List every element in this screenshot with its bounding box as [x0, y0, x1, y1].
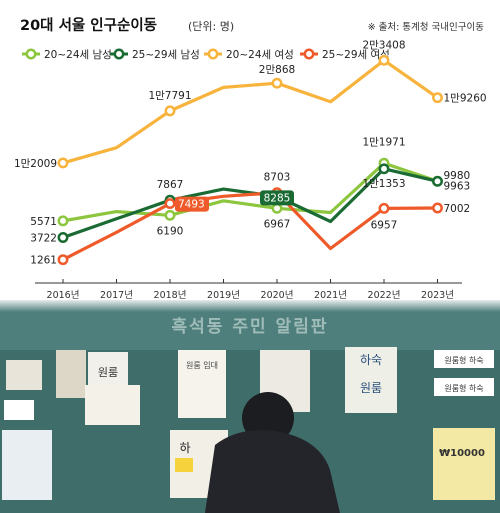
poster-2-text: 원룸 임대: [186, 361, 218, 370]
data-label-0-4: 6967: [264, 218, 291, 230]
legend-label-0: 20~24세 남성: [44, 49, 112, 61]
point-2-4: [271, 77, 283, 89]
data-labels: 5571 6190 6967 1만1971 9980 3722 7867 8285 1만1353…: [14, 39, 487, 266]
point-3-0: [57, 254, 69, 266]
x-tick-label-7: 2023년: [421, 290, 454, 301]
data-label-0-0: 5571: [30, 216, 57, 228]
poster-7-text: 하: [179, 441, 190, 455]
data-label-2-6: 2만3408: [362, 39, 405, 51]
label-box-3-2: [175, 196, 209, 212]
point-3-2: [164, 198, 176, 210]
data-label-2-7: 1만9260: [444, 93, 487, 105]
point-2-2: [164, 105, 176, 117]
photo-background: 흑석동 주민 알림판 원룸 원룸 임대 하숙 원룸 원룸형 하숙: [0, 298, 500, 513]
label-box-1-4: [260, 190, 294, 206]
data-label-3-7: 7002: [444, 203, 471, 215]
data-label-2-2: 1만7791: [148, 90, 191, 102]
point-0-2: [164, 209, 176, 221]
legend-marker-2: [207, 48, 219, 60]
x-tick-label-3: 2019년: [207, 290, 240, 301]
chart-source: ※ 출처: 통계청 국내인구이동: [368, 21, 485, 33]
poster-2: 원룸 임대: [85, 350, 310, 425]
data-label-1-0: 3722: [30, 233, 57, 245]
point-1-6: [378, 163, 390, 175]
data-label-3-6: 6957: [371, 219, 398, 231]
data-label-1-2: 7867: [157, 179, 184, 191]
series-line-0: [62, 161, 439, 223]
point-1-7: [432, 175, 443, 187]
data-label-0-2: 6190: [157, 225, 184, 237]
legend-marker-3: [303, 48, 315, 60]
poster-3: 하숙 원룸 원룸형 하숙 원룸형 하숙: [345, 347, 494, 413]
x-tick-label-2: 2018년: [154, 290, 187, 301]
series-group: [57, 54, 443, 266]
series-line-2: [62, 58, 439, 165]
x-axis-ticks: 2016년 2017년 2018년 2019년 2020년 2021년 2022년 2023년: [47, 279, 454, 301]
point-2-7: [432, 92, 443, 104]
poster-4-text: 원룸: [360, 381, 382, 395]
series-line-3: [62, 191, 438, 262]
point-1-0: [57, 232, 69, 243]
poster-8-text: ₩10000: [439, 448, 485, 459]
data-label-0-6: 1만1971: [362, 136, 405, 148]
point-3-7: [432, 202, 443, 214]
data-label-1-4: 8285: [264, 192, 291, 204]
series-line-1: [62, 167, 438, 240]
poster-1-text: 원룸: [98, 366, 118, 379]
data-label-3-4: 8703: [264, 172, 291, 184]
point-3-6: [378, 202, 390, 214]
poster-5-text: 원룸형 하숙: [444, 355, 483, 365]
person-silhouette: [205, 392, 340, 513]
x-tick-label-4: 2020년: [261, 290, 294, 301]
x-tick-label-5: 2021년: [314, 290, 347, 301]
data-label-1-6: 1만1353: [362, 178, 405, 190]
chart-title: 20대 서울 인구순이동: [20, 16, 157, 34]
data-label-2-4: 2만868: [259, 64, 295, 76]
legend: 20~24세 남성 25~29세 남성 20~24세 여성 25~29세 여성: [22, 48, 390, 61]
data-label-2-0: 1만2009: [14, 158, 57, 170]
point-0-0: [57, 215, 69, 227]
chart-unit: (단위: 명): [188, 20, 234, 33]
x-tick-label-6: 2022년: [368, 290, 401, 301]
poster-1: 원룸: [6, 350, 128, 412]
data-label-3-2: 7493: [178, 199, 205, 211]
point-2-0: [57, 157, 69, 169]
legend-marker-0: [25, 48, 37, 60]
x-tick-label-0: 2016년: [47, 290, 80, 301]
poster-6-text: 원룸형 하숙: [444, 383, 483, 393]
point-2-6: [378, 54, 390, 66]
legend-label-3: 25~29세 여성: [322, 49, 390, 61]
data-label-1-7: 9963: [444, 180, 471, 192]
legend-marker-1: [113, 48, 125, 60]
legend-label-2: 20~24세 여성: [226, 49, 294, 61]
data-label-3-0: 1261: [30, 255, 57, 267]
x-tick-label-1: 2017년: [100, 290, 133, 301]
legend-label-1: 25~29세 남성: [132, 49, 200, 61]
data-label-0-7: 9980: [444, 170, 471, 182]
poster-3-text: 하숙: [360, 353, 382, 367]
board-title: 흑석동 주민 알림판: [172, 316, 329, 337]
